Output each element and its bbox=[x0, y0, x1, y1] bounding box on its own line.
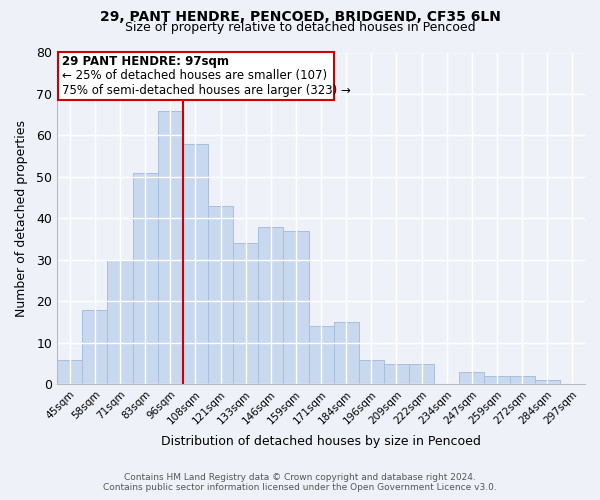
Bar bbox=[359, 360, 384, 384]
Bar bbox=[107, 260, 133, 384]
Bar bbox=[509, 376, 535, 384]
Bar bbox=[283, 231, 308, 384]
Text: 29 PANT HENDRE: 97sqm: 29 PANT HENDRE: 97sqm bbox=[62, 54, 229, 68]
Bar bbox=[258, 227, 283, 384]
Bar bbox=[384, 364, 409, 384]
Bar bbox=[484, 376, 509, 384]
Bar bbox=[334, 322, 359, 384]
X-axis label: Distribution of detached houses by size in Pencoed: Distribution of detached houses by size … bbox=[161, 434, 481, 448]
Bar bbox=[460, 372, 484, 384]
Bar bbox=[57, 360, 82, 384]
Text: 75% of semi-detached houses are larger (323) →: 75% of semi-detached houses are larger (… bbox=[62, 84, 351, 96]
Text: Size of property relative to detached houses in Pencoed: Size of property relative to detached ho… bbox=[125, 21, 475, 34]
Y-axis label: Number of detached properties: Number of detached properties bbox=[15, 120, 28, 317]
Bar bbox=[183, 144, 208, 384]
Bar bbox=[82, 310, 107, 384]
Bar bbox=[58, 52, 334, 100]
Text: 29, PANT HENDRE, PENCOED, BRIDGEND, CF35 6LN: 29, PANT HENDRE, PENCOED, BRIDGEND, CF35… bbox=[100, 10, 500, 24]
Text: ← 25% of detached houses are smaller (107): ← 25% of detached houses are smaller (10… bbox=[62, 69, 328, 82]
Bar bbox=[308, 326, 334, 384]
Bar bbox=[158, 110, 183, 384]
Text: Contains HM Land Registry data © Crown copyright and database right 2024.
Contai: Contains HM Land Registry data © Crown c… bbox=[103, 473, 497, 492]
Bar bbox=[233, 244, 258, 384]
Bar bbox=[535, 380, 560, 384]
Bar bbox=[133, 173, 158, 384]
Bar bbox=[208, 206, 233, 384]
Bar bbox=[409, 364, 434, 384]
